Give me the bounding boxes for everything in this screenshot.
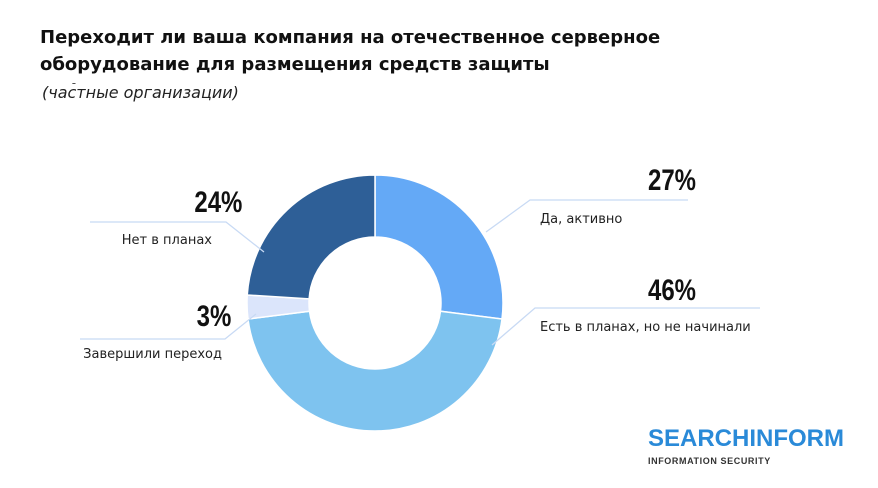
logo-tagline: INFORMATION SECURITY xyxy=(648,456,771,466)
chart-subtitle: (частные организации) xyxy=(42,83,239,102)
category-label: Есть в планах, но не начинали xyxy=(540,320,751,335)
donut-slice xyxy=(247,310,503,432)
leader-line xyxy=(491,307,760,346)
title-box: Переходит ли ваша компания на отечествен… xyxy=(40,27,661,84)
value-label: 3% xyxy=(197,298,232,332)
leader-line xyxy=(485,199,688,233)
category-label: Нет в планах xyxy=(122,233,213,248)
value-label: 27% xyxy=(648,162,696,196)
value-label: 46% xyxy=(648,272,696,306)
value-label: 24% xyxy=(194,184,242,218)
category-label: Завершили переход xyxy=(83,347,222,362)
leader-line xyxy=(80,313,257,340)
donut-slice xyxy=(246,174,376,300)
category-label: Да, активно xyxy=(540,212,622,227)
leader-line xyxy=(90,221,265,253)
chart-title: Переходит ли ваша компания на отечествен… xyxy=(40,27,661,84)
donut-slice xyxy=(374,174,504,320)
logo-name: SEARCHINFORM xyxy=(648,425,844,452)
